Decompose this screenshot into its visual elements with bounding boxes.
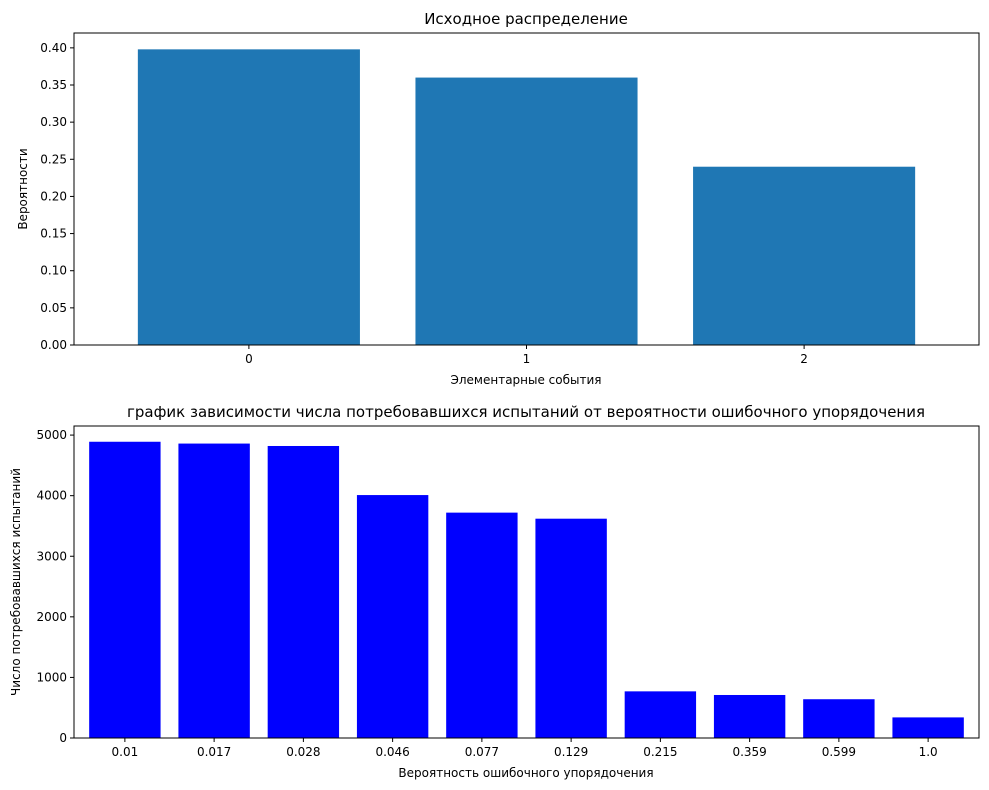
- bar-0.077: [446, 512, 518, 738]
- y-tick-label: 1000: [36, 670, 67, 684]
- y-tick-label: 0.30: [40, 115, 67, 129]
- bar-0: [137, 49, 360, 345]
- axes-group: 0.01 0.017 0.028 0.046 0.077 0.129 0.215 0.359 0…: [36, 425, 980, 759]
- bar-0.215: [624, 691, 697, 738]
- y-tick-label: 5000: [36, 428, 67, 442]
- x-tick-label: 0.599: [822, 745, 856, 759]
- chart-title: Исходное распределение: [424, 10, 628, 28]
- x-tick-label: 2: [800, 352, 808, 366]
- y-tick-label: 0.40: [40, 41, 67, 55]
- y-tick-label: 0.35: [40, 78, 67, 92]
- x-tick-label: 0.01: [112, 745, 139, 759]
- bar-0.017: [178, 443, 250, 738]
- y-tick-label: 0: [59, 731, 67, 745]
- x-tick-label: 1.0: [919, 745, 938, 759]
- bar-0.359: [713, 694, 786, 738]
- y-tick-label: 4000: [36, 489, 67, 503]
- y-tick-label: 0.05: [40, 301, 67, 315]
- x-tick-label: 0.129: [554, 745, 588, 759]
- y-tick-label: 0.20: [40, 189, 67, 203]
- bars-group: [137, 49, 916, 346]
- x-tick-label: 1: [523, 352, 531, 366]
- y-tick-label: 0.00: [40, 338, 67, 352]
- y-tick-label: 0.15: [40, 227, 67, 241]
- x-tick-label: 0.046: [375, 745, 409, 759]
- chart-title: график зависимости числа потребовавшихся…: [127, 403, 925, 421]
- bar-2: [693, 166, 916, 345]
- x-axis-label: Вероятность ошибочного упорядочения: [398, 766, 653, 780]
- y-axis-label: Вероятности: [16, 148, 30, 229]
- chart-initial-distribution: Исходное распределение 0 1 2 0.00 0.05 0.10 0.…: [16, 10, 980, 387]
- bar-0.046: [356, 495, 429, 738]
- bars-group: [89, 441, 964, 738]
- x-tick-label: 0.215: [643, 745, 677, 759]
- y-tick-label: 0.10: [40, 264, 67, 278]
- x-tick-label: 0.017: [197, 745, 231, 759]
- x-tick-label: 0: [245, 352, 253, 366]
- chart-trials-vs-error-probability: график зависимости числа потребовавшихся…: [9, 403, 980, 780]
- x-tick-label: 0.359: [732, 745, 766, 759]
- x-tick-label: 0.028: [286, 745, 320, 759]
- x-tick-label: 0.077: [465, 745, 499, 759]
- bar-1.0: [892, 717, 964, 738]
- y-tick-label: 0.25: [40, 152, 67, 166]
- x-axis-label: Элементарные события: [450, 373, 601, 387]
- plot-frame: [73, 425, 980, 739]
- bar-1: [415, 77, 638, 346]
- bar-0.129: [535, 518, 607, 738]
- bar-0.599: [803, 699, 875, 738]
- y-axis-label: Число потребовавшихся испытаний: [9, 468, 23, 696]
- bar-0.01: [89, 441, 161, 738]
- bar-0.028: [267, 445, 340, 738]
- axes-group: 0 1 2 0.00 0.05 0.10 0.15 0.20 0.25 0.30 0.35 0.40: [40, 32, 980, 366]
- y-tick-label: 2000: [36, 610, 67, 624]
- y-tick-label: 3000: [36, 549, 67, 563]
